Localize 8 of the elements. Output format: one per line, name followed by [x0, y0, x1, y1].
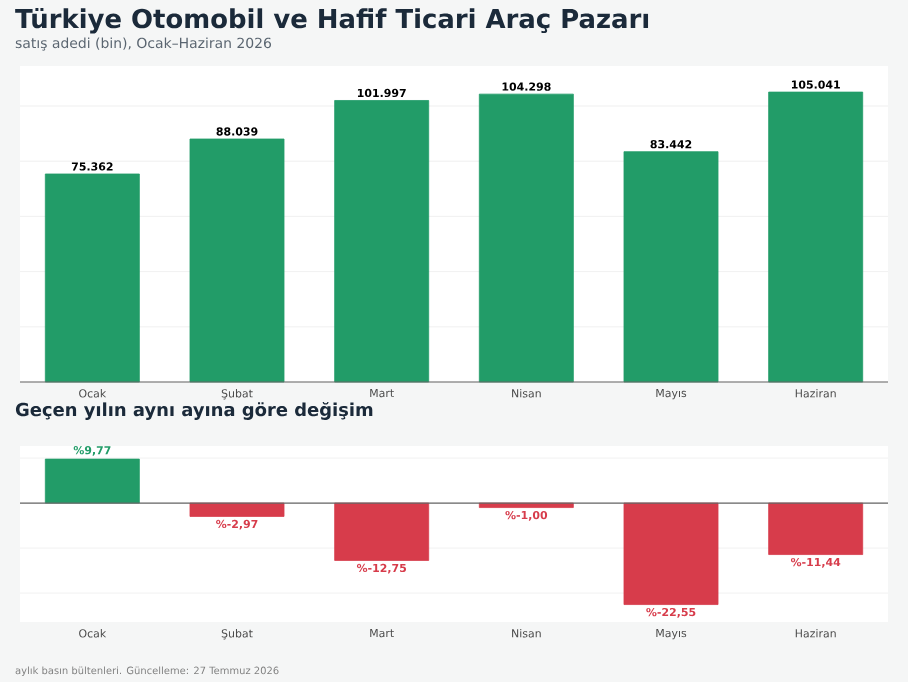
bar: [189, 138, 285, 383]
bar: [478, 93, 574, 383]
bar: [44, 173, 140, 383]
bar: [623, 150, 719, 383]
bar: [334, 99, 430, 383]
chart-title: Geçen yılın aynı ayına göre değişim: [15, 401, 373, 420]
bar: [768, 91, 864, 383]
chart-title: Türkiye Otomobil ve Hafif Ticari Araç Pazarı: [15, 7, 649, 34]
